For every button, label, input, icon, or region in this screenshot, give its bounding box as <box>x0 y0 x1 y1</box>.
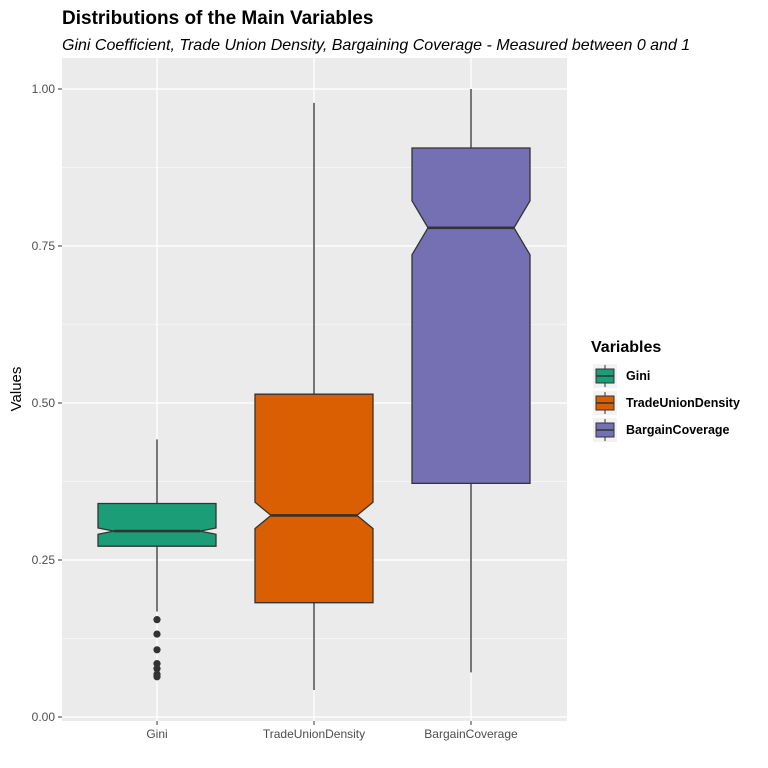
y-tick-label: 1.00 <box>32 82 56 96</box>
outlier-point <box>153 673 161 681</box>
box-TradeUnionDensity <box>254 102 374 690</box>
outlier-point <box>153 665 161 673</box>
legend-item-BargainCoverage: BargainCoverage <box>593 418 730 442</box>
boxes <box>97 89 531 690</box>
y-tick-label: 0.75 <box>32 239 56 253</box>
outlier-point <box>153 660 161 668</box>
x-tick-label: Gini <box>146 727 167 741</box>
y-tick-label: 0.50 <box>32 396 56 410</box>
legend-item-Gini: Gini <box>593 364 650 388</box>
chart-title: Distributions of the Main Variables <box>62 8 373 29</box>
outlier-point <box>153 630 161 638</box>
legend-label: BargainCoverage <box>626 423 730 437</box>
legend-title: Variables <box>591 339 661 356</box>
box-BargainCoverage <box>411 89 531 673</box>
box-body <box>411 147 531 485</box>
y-tick-label: 0.25 <box>32 553 56 567</box>
y-axis-title: Values <box>8 367 25 412</box>
y-tick-label: 0.00 <box>32 710 56 724</box>
box-body <box>254 393 374 604</box>
chart-subtitle: Gini Coefficient, Trade Union Density, B… <box>62 37 690 54</box>
legend-label: TradeUnionDensity <box>626 396 740 410</box>
y-axis: 0.00 0.25 0.50 0.75 1.00 <box>32 82 62 724</box>
x-axis: Gini TradeUnionDensity BargainCoverage <box>146 721 518 741</box>
box-Gini <box>97 439 217 681</box>
outlier-point <box>153 616 161 624</box>
outlier-point <box>153 646 161 654</box>
x-tick-label: BargainCoverage <box>424 727 518 741</box>
legend: Gini TradeUnionDensity BargainCoverage <box>593 364 740 442</box>
x-tick-label: TradeUnionDensity <box>263 727 365 741</box>
legend-label: Gini <box>626 369 650 383</box>
box-body <box>97 502 217 547</box>
legend-item-TradeUnionDensity: TradeUnionDensity <box>593 391 740 415</box>
